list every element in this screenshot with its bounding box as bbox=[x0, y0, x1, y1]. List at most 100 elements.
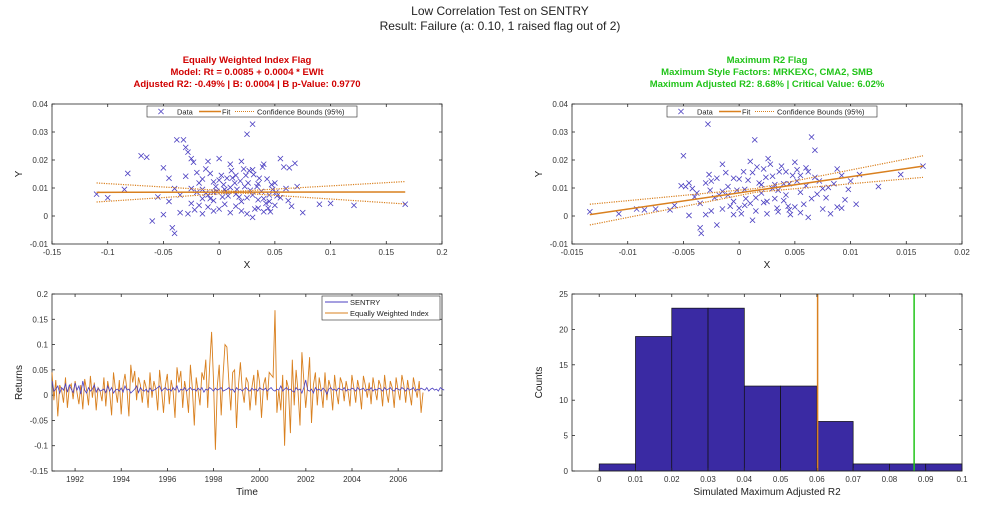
ew-scatter-xtick-label: 0 bbox=[217, 248, 222, 257]
returns-timeseries-ylabel: Returns bbox=[14, 365, 25, 400]
ew-scatter-data-point bbox=[241, 183, 248, 190]
r2-histogram-xlabel: Simulated Maximum Adjusted R2 bbox=[693, 487, 841, 498]
max-r2-scatter-data-point bbox=[740, 168, 747, 175]
r2-histogram-bar bbox=[598, 463, 636, 472]
max-r2-scatter-ytick-label: 0.02 bbox=[552, 156, 568, 165]
max-r2-scatter-data-point bbox=[752, 194, 759, 201]
max-r2-scatter-ytick-label: 0.03 bbox=[552, 128, 568, 137]
max-r2-scatter-data-point bbox=[760, 199, 767, 206]
ew-scatter-data-point bbox=[188, 185, 195, 192]
ew-scatter-data-point bbox=[260, 161, 267, 168]
max-r2-flag-title-line2: Maximum Style Factors: MRKEXC, CMA2, SMB bbox=[661, 67, 873, 78]
max-r2-scatter-data-point bbox=[758, 190, 765, 196]
ew-scatter-data-point bbox=[228, 167, 235, 174]
returns-timeseries-legend-box bbox=[321, 295, 441, 321]
max-r2-scatter-data-point bbox=[686, 212, 692, 219]
ew-scatter-data-point bbox=[149, 218, 156, 224]
returns-timeseries-series-ew-index bbox=[51, 310, 424, 450]
max-r2-scatter-xtick-label: 0.02 bbox=[954, 248, 970, 257]
r2-histogram-xtick-label: 0.06 bbox=[809, 475, 825, 484]
max-r2-scatter-data-point bbox=[708, 208, 715, 214]
ew-scatter-data-point bbox=[271, 180, 278, 186]
ew-scatter-data-point bbox=[240, 166, 247, 172]
max-r2-scatter-data-point bbox=[775, 208, 782, 215]
ew-scatter-data-point bbox=[227, 209, 234, 216]
max-r2-scatter-data-point bbox=[778, 163, 785, 170]
max-r2-scatter-data-point bbox=[794, 178, 800, 184]
max-r2-scatter-xtick-label: 0.005 bbox=[785, 248, 806, 257]
ew-scatter-data-point bbox=[249, 121, 256, 128]
ew-scatter-data-point bbox=[193, 169, 200, 176]
max-r2-scatter-xtick-label: 0.015 bbox=[896, 248, 917, 257]
r2-histogram-ytick-label: 15 bbox=[559, 361, 568, 370]
ew-scatter-data-point bbox=[316, 201, 323, 208]
r2-histogram-bar bbox=[671, 307, 709, 472]
max-r2-scatter-data-point bbox=[702, 211, 709, 218]
max-r2-scatter-data-point bbox=[652, 206, 659, 212]
ew-scatter-data-point bbox=[143, 154, 150, 161]
max-r2-scatter-data-point bbox=[719, 206, 726, 212]
ew-scatter-data-point bbox=[218, 172, 225, 179]
ew-scatter-data-point bbox=[205, 204, 211, 210]
max-r2-scatter-data-point bbox=[749, 217, 756, 224]
returns-timeseries-ytick-label: -0.1 bbox=[34, 442, 48, 451]
returns-timeseries-ytick-label: 0.2 bbox=[37, 290, 49, 299]
max-r2-scatter-data-point bbox=[615, 210, 622, 217]
returns-timeseries-xtick-label: 2006 bbox=[389, 475, 407, 484]
ew-scatter-data-point bbox=[154, 194, 161, 200]
max-r2-scatter-data-point bbox=[853, 201, 860, 208]
ew-scatter-data-point bbox=[199, 176, 206, 182]
max-r2-scatter-data-point bbox=[713, 175, 720, 182]
ew-scatter-data-point bbox=[160, 164, 167, 171]
max-r2-scatter-data-point bbox=[875, 183, 882, 190]
max-r2-scatter-legend-data-marker bbox=[678, 108, 684, 115]
r2-histogram-ytick-label: 10 bbox=[559, 396, 568, 405]
ew-scatter-data-point bbox=[277, 155, 284, 162]
max-r2-scatter-data-point bbox=[765, 155, 771, 162]
returns-timeseries-legend-label-1: Equally Weighted Index bbox=[350, 309, 429, 318]
r2-histogram-chart: 0 0.01 0.02 0.03 0.04 0.05 0.06 0.07 0.08 0.09 0.1… bbox=[534, 290, 968, 498]
r2-histogram-bar bbox=[889, 463, 927, 472]
max-r2-scatter-legend: Data Fit Confidence Bounds (95%) bbox=[666, 105, 878, 118]
ew-scatter-data-point bbox=[219, 194, 226, 200]
max-r2-scatter-data-point bbox=[827, 210, 834, 217]
max-r2-scatter-axes-frame bbox=[571, 103, 963, 245]
ew-scatter-data-point bbox=[265, 205, 272, 212]
ew-scatter-data-point bbox=[212, 183, 219, 190]
max-r2-scatter-data-point bbox=[697, 200, 704, 207]
ew-flag-title: Equally Weighted Index Flag Model: Rt = … bbox=[52, 55, 442, 91]
max-r2-scatter-xtick-label: -0.005 bbox=[672, 248, 695, 257]
r2-histogram-bar bbox=[780, 385, 818, 472]
ew-scatter-ytick-label: 0.02 bbox=[32, 156, 48, 165]
ew-scatter-data-point bbox=[188, 155, 195, 162]
max-r2-scatter-data-point bbox=[785, 203, 792, 210]
max-r2-scatter-data-point bbox=[769, 173, 776, 180]
max-r2-scatter-ylabel: Y bbox=[534, 170, 545, 177]
returns-timeseries-xtick-label: 2000 bbox=[251, 475, 269, 484]
ew-scatter-data-point bbox=[327, 200, 334, 207]
max-r2-scatter-data-point bbox=[847, 178, 854, 184]
max-r2-scatter-data-point bbox=[719, 188, 726, 195]
returns-timeseries-xtick-label: 1996 bbox=[158, 475, 176, 484]
r2-histogram-ytick-label: 5 bbox=[564, 432, 569, 441]
max-r2-flag-title-line3: Maximum Adjusted R2: 8.68% | Critical Va… bbox=[649, 79, 885, 90]
max-r2-scatter-data-point bbox=[678, 182, 685, 189]
r2-histogram-bar bbox=[635, 336, 673, 472]
r2-histogram-bar bbox=[852, 463, 890, 472]
max-r2-scatter-conf-bound-lower bbox=[589, 176, 924, 226]
max-r2-scatter-legend-fit-label: Fit bbox=[742, 108, 751, 117]
max-r2-scatter-data-point bbox=[800, 201, 807, 208]
ew-scatter-data-point bbox=[171, 185, 178, 192]
ew-flag-title-line3: Adjusted R2: -0.49% | B: 0.0004 | B p-Va… bbox=[133, 79, 361, 90]
ew-scatter-data-point bbox=[260, 195, 267, 202]
ew-scatter-ytick-label: 0 bbox=[44, 212, 49, 221]
returns-timeseries-xtick-label: 2002 bbox=[297, 475, 315, 484]
ew-scatter-data-point bbox=[216, 206, 223, 212]
max-r2-scatter-data-point bbox=[797, 189, 804, 196]
max-r2-scatter-data-point bbox=[747, 158, 754, 165]
max-r2-scatter-legend-data-label: Data bbox=[697, 108, 714, 117]
r2-histogram-bar bbox=[707, 307, 745, 472]
max-r2-scatter-data-point bbox=[819, 206, 826, 212]
max-r2-scatter-data-point bbox=[758, 181, 765, 188]
